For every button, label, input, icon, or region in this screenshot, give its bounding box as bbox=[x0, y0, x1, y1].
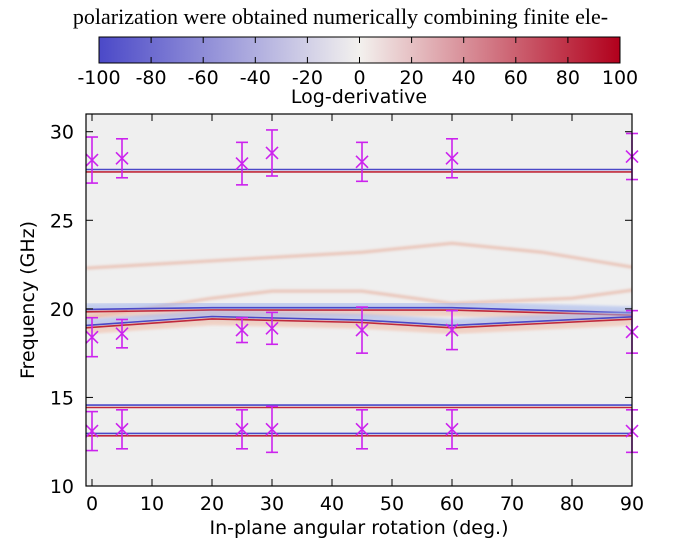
data-point bbox=[355, 409, 369, 450]
data-point bbox=[265, 405, 279, 454]
band-edge-blue bbox=[86, 306, 632, 314]
x-marker bbox=[445, 422, 459, 436]
faint-mode-band bbox=[86, 288, 632, 320]
colorbar-tick-label: 60 bbox=[504, 67, 528, 89]
colorbar-tick-label: 80 bbox=[556, 67, 580, 89]
y-tick-label: 30 bbox=[50, 122, 74, 144]
data-point bbox=[445, 138, 459, 179]
caption-text: polarization were obtained numerically c… bbox=[72, 4, 609, 29]
x-marker bbox=[445, 151, 459, 165]
band-halo bbox=[86, 301, 632, 316]
plot-frame bbox=[85, 113, 633, 487]
y-tick-label: 15 bbox=[50, 387, 74, 409]
data-point bbox=[85, 316, 99, 358]
data-point bbox=[235, 409, 249, 450]
data-point bbox=[265, 311, 279, 346]
colorbar-tick-label: 0 bbox=[353, 67, 365, 89]
x-axis-ticks: 0 10 20 30 40 50 60 70 80 90 bbox=[86, 114, 644, 515]
y-axis-ticks: 10 15 20 25 30 bbox=[50, 122, 632, 498]
colorbar-tick-label: -100 bbox=[77, 67, 120, 89]
x-marker bbox=[85, 153, 99, 167]
band-edge-red bbox=[86, 309, 632, 317]
mode-band bbox=[86, 301, 632, 322]
x-marker bbox=[85, 330, 99, 344]
x-marker bbox=[265, 422, 279, 436]
y-axis-label: Frequency (GHz) bbox=[17, 221, 39, 379]
x-marker bbox=[85, 424, 99, 438]
colorbar-tick-label: -80 bbox=[136, 67, 167, 89]
y-tick-label: 20 bbox=[50, 299, 74, 321]
x-tick-label: 40 bbox=[320, 493, 344, 515]
x-marker bbox=[235, 422, 249, 436]
x-tick-label: 0 bbox=[86, 493, 98, 515]
data-point bbox=[115, 409, 129, 450]
colorbar-tick-label: 40 bbox=[452, 67, 476, 89]
x-tick-label: 80 bbox=[560, 493, 584, 515]
data-point bbox=[445, 409, 459, 450]
band-halo bbox=[86, 307, 632, 322]
data-point bbox=[85, 136, 99, 184]
data-point bbox=[85, 410, 99, 452]
colorbar-tick-label: -40 bbox=[240, 67, 271, 89]
colorbar-label: Log-derivative bbox=[291, 86, 427, 108]
x-marker bbox=[445, 323, 459, 337]
x-tick-label: 90 bbox=[620, 493, 644, 515]
x-marker bbox=[235, 157, 249, 171]
x-marker bbox=[115, 151, 129, 165]
data-point bbox=[355, 141, 369, 183]
x-marker bbox=[235, 323, 249, 337]
faint-mode-band bbox=[86, 241, 632, 270]
data-point bbox=[235, 316, 249, 344]
x-marker bbox=[115, 327, 129, 341]
x-marker bbox=[265, 146, 279, 160]
x-tick-label: 20 bbox=[200, 493, 224, 515]
x-tick-label: 70 bbox=[500, 493, 524, 515]
colorbar-tick-label: -60 bbox=[188, 67, 219, 89]
colorbar-ticks: -100 -80 -60 -40 -20 0 20 40 60 80 100 bbox=[77, 37, 638, 89]
data-point bbox=[355, 306, 369, 354]
x-axis-label: In-plane angular rotation (deg.) bbox=[209, 517, 508, 539]
colorbar-tick-label: 20 bbox=[400, 67, 424, 89]
data-point bbox=[235, 141, 249, 186]
data-point bbox=[115, 138, 129, 179]
x-marker bbox=[265, 321, 279, 335]
mode-band bbox=[86, 398, 632, 414]
colorbar-tick-label: -20 bbox=[292, 67, 323, 89]
y-tick-label: 10 bbox=[50, 476, 74, 498]
x-tick-label: 50 bbox=[380, 493, 404, 515]
x-tick-label: 60 bbox=[440, 493, 464, 515]
x-marker bbox=[355, 422, 369, 436]
data-point bbox=[115, 318, 129, 349]
y-tick-label: 25 bbox=[50, 210, 74, 232]
x-marker bbox=[115, 422, 129, 436]
data-point bbox=[265, 129, 279, 177]
x-marker bbox=[355, 323, 369, 337]
x-marker bbox=[355, 155, 369, 169]
colorbar-tick-label: 100 bbox=[602, 67, 638, 89]
x-tick-label: 30 bbox=[260, 493, 284, 515]
x-tick-label: 10 bbox=[140, 493, 164, 515]
data-point bbox=[445, 309, 459, 351]
